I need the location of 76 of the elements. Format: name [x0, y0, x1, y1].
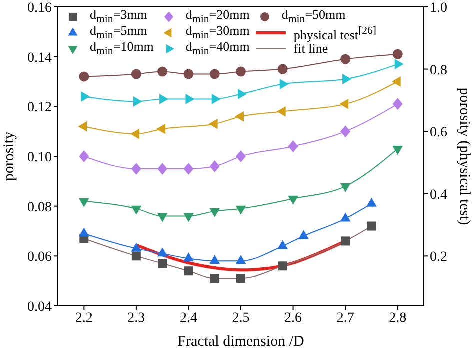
point	[131, 69, 142, 80]
point	[366, 198, 377, 207]
y-axis-title: porosity	[1, 131, 18, 182]
point	[156, 124, 166, 134]
y-tick-label: 0.04	[28, 300, 52, 315]
point	[212, 94, 221, 104]
legend-label: d$_{min}$=3mm	[90, 6, 148, 26]
point	[131, 162, 142, 175]
x-tick-label: 2.4	[180, 310, 198, 326]
point	[278, 240, 288, 250]
point	[340, 212, 351, 222]
y-tick-label: 0.08	[28, 200, 52, 216]
point	[392, 98, 403, 110]
point	[184, 69, 194, 80]
legend-label: d$_{min}$=50mm	[282, 6, 346, 28]
point	[236, 66, 246, 77]
legend-label: d$_{min}$=5mm	[90, 22, 148, 42]
x-tick-label: 2.5	[232, 310, 250, 326]
point	[158, 162, 168, 175]
legend-label: fit line	[294, 41, 328, 57]
point	[133, 96, 142, 107]
y-tick-label: 0.06	[28, 250, 52, 266]
x-axis-title: Fractal dimension /D	[178, 334, 304, 348]
point	[288, 140, 298, 153]
point	[236, 274, 246, 284]
y-tick-label: 0.12	[28, 100, 52, 116]
legend-label: physical test$^{[26]}$	[294, 24, 377, 42]
legend-label: d$_{min}$=20mm	[186, 6, 250, 26]
point	[78, 121, 88, 132]
point	[340, 126, 351, 138]
point	[79, 150, 90, 162]
point	[392, 49, 403, 60]
point	[78, 228, 90, 237]
legend-label: d$_{min}$=10mm	[90, 38, 154, 60]
point	[340, 54, 351, 64]
y-tick-label: 0.10	[28, 150, 52, 166]
point	[238, 89, 247, 100]
point	[367, 222, 376, 231]
x-tick-label: 2.6	[284, 310, 302, 326]
point	[132, 252, 141, 261]
x-tick-label: 2.7	[336, 310, 354, 326]
y2-tick-label: 1.0	[430, 0, 448, 16]
y2-tick-label: 0.6	[430, 126, 448, 141]
legend-label: d$_{min}$=40mm	[186, 38, 250, 60]
legend-label: d$_{min}$=30mm	[186, 22, 250, 42]
point	[184, 252, 194, 262]
point	[157, 248, 168, 257]
y-tick-label: 0.16	[28, 0, 52, 16]
point	[131, 242, 142, 252]
point	[280, 79, 289, 90]
point	[342, 74, 352, 84]
point	[186, 94, 195, 104]
point	[341, 236, 350, 246]
y2-axis-title: porosity (physical test)	[456, 88, 473, 226]
x-tick-label: 2.3	[128, 310, 146, 326]
x-tick-label: 2.2	[75, 310, 93, 326]
y2-tick-label: 0.2	[430, 250, 448, 266]
point	[184, 266, 194, 276]
point	[236, 255, 246, 264]
point	[298, 230, 309, 240]
point	[158, 259, 168, 268]
point	[210, 160, 220, 172]
point	[158, 66, 168, 77]
point	[278, 262, 288, 271]
point	[210, 255, 220, 264]
y2-tick-label: 0.4	[430, 188, 448, 203]
x-tick-label: 2.8	[389, 310, 407, 326]
y2-tick-label: 0.8	[430, 63, 448, 78]
y-tick-label: 0.14	[28, 50, 52, 66]
point	[210, 274, 220, 284]
point	[278, 64, 288, 74]
point	[79, 72, 90, 82]
point	[210, 69, 220, 80]
point	[394, 59, 404, 70]
point	[236, 150, 246, 162]
point	[184, 162, 194, 175]
